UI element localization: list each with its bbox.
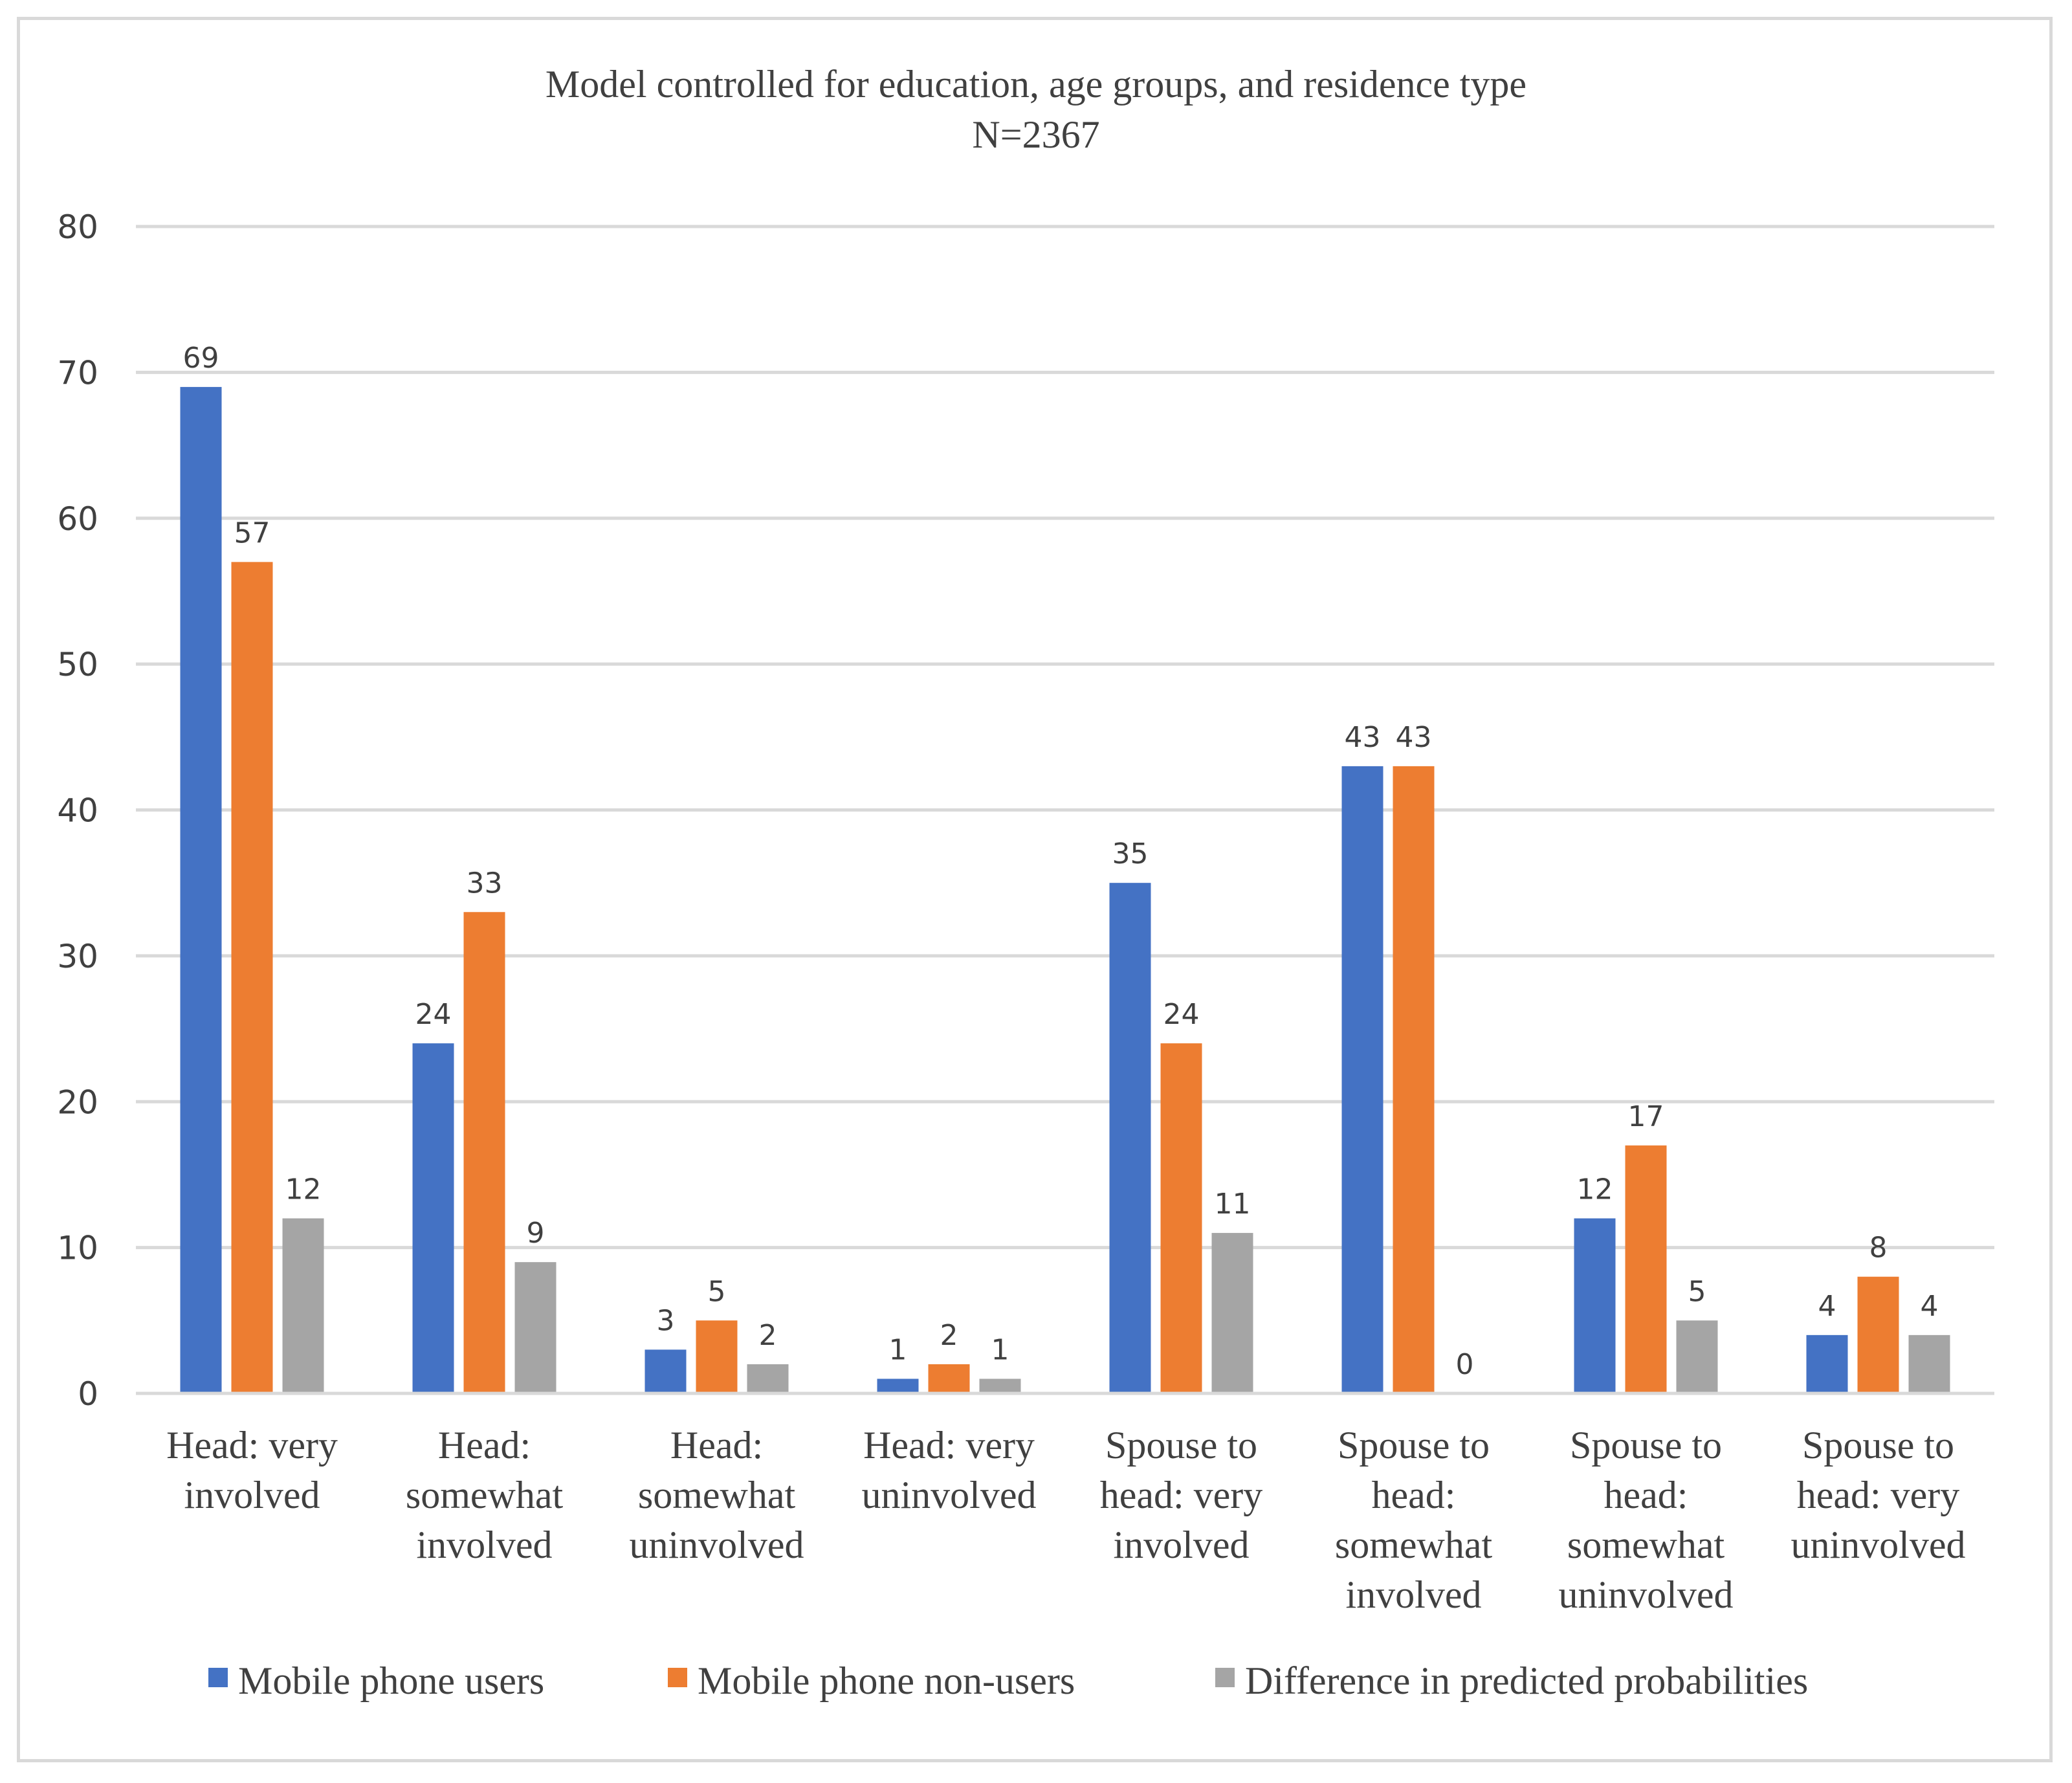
- data-label: 1: [991, 1333, 1009, 1366]
- data-label: 24: [1163, 998, 1200, 1031]
- data-label: 1: [889, 1333, 907, 1366]
- data-label: 35: [1112, 837, 1149, 870]
- bar: [1109, 883, 1151, 1393]
- bar: [645, 1349, 687, 1393]
- data-label: 33: [467, 867, 503, 900]
- legend-swatch: [208, 1668, 228, 1687]
- chart-subtitle: N=2367: [972, 113, 1099, 156]
- bar: [1857, 1276, 1899, 1393]
- data-label: 2: [940, 1319, 958, 1352]
- x-tick-label: Spouse to: [1802, 1424, 1954, 1467]
- x-tick-label: involved: [1114, 1523, 1250, 1566]
- x-tick-label: Head: very: [166, 1424, 338, 1467]
- bar: [1625, 1145, 1667, 1393]
- bars: [180, 386, 1950, 1393]
- data-label: 12: [285, 1173, 322, 1206]
- bar: [463, 912, 505, 1393]
- x-tick-label: Spouse to: [1105, 1424, 1257, 1467]
- bar: [1806, 1334, 1848, 1393]
- x-tick-label: uninvolved: [1559, 1573, 1734, 1616]
- bar: [1341, 766, 1383, 1393]
- x-tick-label: head:: [1604, 1474, 1688, 1516]
- x-tick-label: uninvolved: [1791, 1523, 1966, 1566]
- x-tick-label: Spouse to: [1338, 1424, 1490, 1467]
- x-tick-label: involved: [1346, 1573, 1482, 1616]
- x-tick-label: head:: [1372, 1474, 1456, 1516]
- data-label: 17: [1628, 1100, 1664, 1133]
- data-label: 4: [1818, 1290, 1836, 1323]
- data-label: 43: [1396, 721, 1432, 754]
- x-tick-label: involved: [184, 1474, 320, 1516]
- data-label: 12: [1577, 1173, 1613, 1206]
- x-tick-label: involved: [417, 1523, 553, 1566]
- bar: [1160, 1043, 1202, 1393]
- data-label: 5: [708, 1275, 726, 1308]
- data-label: 43: [1345, 721, 1381, 754]
- bar: [877, 1379, 919, 1393]
- x-tick-label: uninvolved: [862, 1474, 1037, 1516]
- data-label: 9: [527, 1217, 545, 1250]
- y-tick-label: 20: [57, 1083, 98, 1121]
- y-tick-label: 10: [57, 1230, 98, 1267]
- bar: [747, 1364, 789, 1393]
- data-label: 0: [1456, 1348, 1474, 1381]
- data-label: 69: [183, 342, 219, 375]
- data-label: 2: [759, 1319, 777, 1352]
- y-tick-label: 40: [57, 792, 98, 830]
- legend: Mobile phone users Mobile phone non-users…: [208, 1659, 1808, 1702]
- x-tick-label: Head:: [438, 1424, 531, 1467]
- bar: [412, 1043, 454, 1393]
- x-tick-label: Head: very: [863, 1424, 1035, 1467]
- bar: [1211, 1233, 1253, 1393]
- data-label: 24: [415, 998, 452, 1031]
- bar: [1574, 1218, 1616, 1393]
- bar: [282, 1218, 324, 1393]
- bar: [928, 1364, 970, 1393]
- y-tick-label: 50: [57, 646, 98, 683]
- data-label: 4: [1921, 1290, 1939, 1323]
- y-tick-label: 30: [57, 938, 98, 975]
- y-tick-label: 70: [57, 354, 98, 392]
- bar: [1393, 766, 1435, 1393]
- legend-swatch: [668, 1668, 687, 1687]
- bar: [1908, 1334, 1950, 1393]
- y-axis-ticks: 0 10 20 30 40 50 60 70 80: [57, 208, 98, 1413]
- data-label: 57: [234, 516, 270, 549]
- legend-label: Mobile phone non-users: [698, 1659, 1075, 1702]
- x-tick-label: uninvolved: [630, 1523, 804, 1566]
- x-axis-category-labels: Head: very involved Head: somewhat involved H…: [166, 1424, 1965, 1616]
- data-label: 5: [1688, 1275, 1706, 1308]
- data-label: 3: [657, 1304, 675, 1337]
- y-tick-label: 0: [78, 1375, 98, 1413]
- bar: [514, 1262, 557, 1393]
- x-tick-label: Spouse to: [1570, 1424, 1722, 1467]
- bar: [180, 386, 222, 1393]
- legend-swatch: [1215, 1668, 1235, 1687]
- x-tick-label: head: very: [1100, 1474, 1263, 1516]
- bar: [231, 562, 273, 1393]
- legend-label: Mobile phone users: [238, 1659, 544, 1702]
- x-tick-label: somewhat: [638, 1474, 796, 1516]
- bar: [696, 1320, 738, 1393]
- x-tick-label: somewhat: [1335, 1523, 1493, 1566]
- x-tick-label: Head:: [670, 1424, 763, 1467]
- y-tick-label: 60: [57, 500, 98, 538]
- bar: [979, 1379, 1021, 1393]
- x-tick-label: somewhat: [406, 1474, 564, 1516]
- data-label: 11: [1215, 1188, 1251, 1221]
- bar: [1676, 1320, 1718, 1393]
- data-label: 8: [1869, 1232, 1888, 1265]
- chart-frame: [17, 17, 2053, 1762]
- legend-label: Difference in predicted probabilities: [1245, 1659, 1808, 1702]
- x-tick-label: somewhat: [1567, 1523, 1725, 1566]
- chart-title: Model controlled for education, age grou…: [546, 63, 1526, 105]
- x-tick-label: head: very: [1797, 1474, 1960, 1516]
- y-tick-label: 80: [57, 208, 98, 246]
